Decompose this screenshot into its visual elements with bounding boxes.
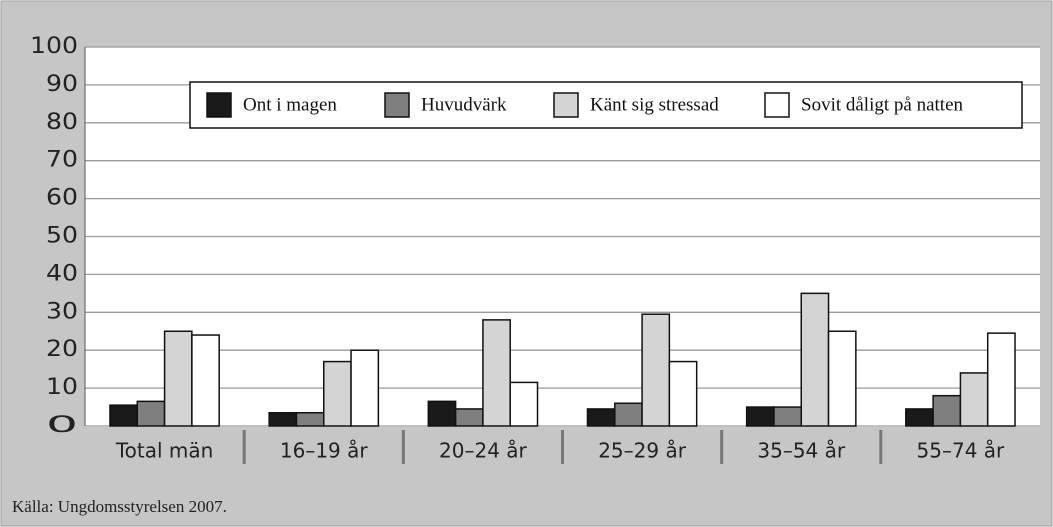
bar — [136, 400, 166, 427]
legend-swatch — [384, 92, 410, 118]
bar — [350, 349, 380, 427]
bar — [163, 330, 193, 427]
bar — [482, 319, 511, 427]
legend-label: Sovit dåligt på natten — [801, 94, 964, 115]
bar — [986, 332, 1016, 427]
y-tick-label: 80 — [46, 110, 78, 135]
legend-swatch — [206, 92, 232, 118]
bar — [509, 381, 539, 427]
y-tick-label: 70 — [46, 148, 78, 173]
bar — [454, 408, 484, 427]
y-tick-label: 0 — [46, 413, 78, 438]
bar — [745, 406, 775, 427]
legend-label: Känt sig stressad — [590, 94, 719, 115]
bar — [905, 408, 934, 427]
legend-swatch — [764, 92, 790, 118]
bar — [668, 360, 698, 427]
bar — [323, 360, 352, 427]
x-tick-label: 20–24 år — [439, 439, 528, 463]
y-tick-label: 50 — [46, 224, 78, 249]
y-tick-label: 90 — [46, 72, 78, 97]
bar — [586, 408, 616, 427]
legend-box — [189, 81, 1023, 129]
x-tick-label: 35–54 år — [757, 439, 846, 463]
source: Källa: Ungdomsstyrelsen 2007. — [12, 497, 227, 516]
x-tick-label: 55–74 år — [917, 439, 1006, 463]
bar — [773, 406, 803, 427]
y-tick-label: 100 — [30, 34, 78, 59]
x-tick-label: 16–19 år — [280, 439, 369, 463]
bar — [427, 400, 457, 427]
y-tick-label: 30 — [46, 299, 78, 324]
legend-label: Ont i magen — [243, 94, 337, 115]
y-tick-label: 40 — [46, 261, 78, 286]
bar — [932, 394, 962, 427]
bar — [800, 292, 830, 427]
bar — [268, 411, 298, 427]
legend-label: Huvudvärk — [421, 94, 507, 115]
bar — [295, 411, 325, 427]
bar — [614, 402, 643, 427]
bar — [109, 404, 139, 427]
x-tick-label: Total män — [115, 439, 213, 463]
bar — [959, 372, 989, 427]
y-tick-label: 20 — [46, 337, 78, 362]
bar — [641, 313, 671, 427]
legend-swatch — [553, 92, 579, 118]
bar — [827, 330, 857, 427]
y-tick-label: 60 — [46, 186, 78, 211]
y-tick-label: 10 — [46, 375, 78, 400]
bar — [191, 334, 220, 427]
x-tick-label: 25–29 år — [598, 439, 687, 463]
